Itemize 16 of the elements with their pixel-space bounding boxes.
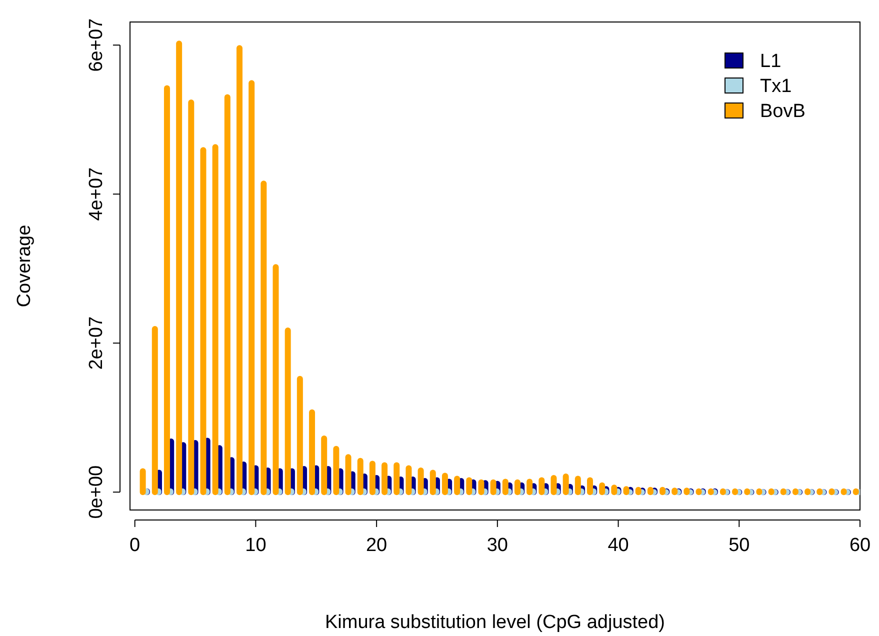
x-tick-label: 50	[728, 534, 750, 556]
x-tick-label: 60	[849, 534, 871, 556]
y-tick-label: 2e+07	[86, 316, 107, 370]
y-tick-label: 0e+00	[86, 465, 107, 519]
x-tick-label: 10	[245, 534, 266, 556]
x-tick-label: 30	[486, 534, 508, 556]
y-tick-label: 4e+07	[86, 167, 107, 221]
x-tick-label: 40	[608, 534, 629, 556]
x-tick-label: 20	[366, 534, 388, 556]
legend-label: BovB	[760, 101, 806, 122]
y-axis-title: Coverage	[14, 224, 35, 308]
legend-label: Tx1	[760, 76, 792, 97]
x-axis-title: Kimura substitution level (CpG adjusted)	[324, 612, 666, 633]
x-tick-label: 0	[130, 534, 140, 556]
legend-label: L1	[760, 51, 782, 72]
y-tick-label: 6e+07	[86, 18, 107, 72]
